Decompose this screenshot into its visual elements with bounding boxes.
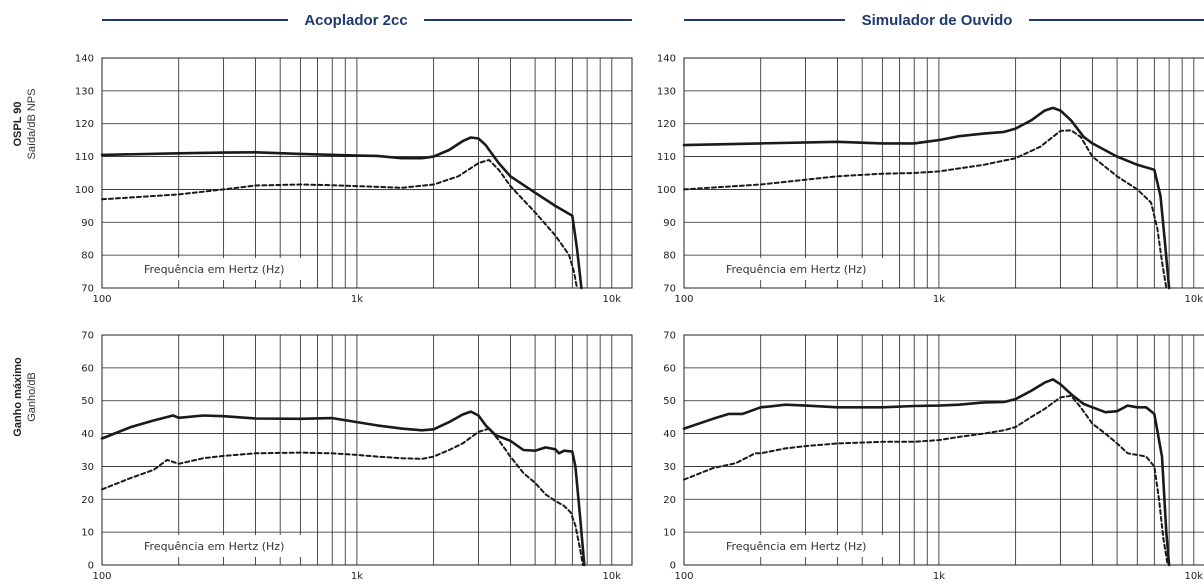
row-subtitle-gain: Ganho/dB — [26, 372, 38, 422]
x-axis-label: Frequência em Hertz (Hz) — [726, 540, 866, 553]
y-tick-label: 120 — [657, 119, 676, 130]
y-tick-label: 70 — [81, 284, 94, 295]
y-tick-label: 50 — [663, 396, 676, 407]
x-axis-label: Frequência em Hertz (Hz) — [144, 540, 284, 553]
y-tick-label: 100 — [657, 185, 676, 196]
x-tick-label: 100 — [92, 294, 111, 305]
x-tick-label: 1k — [933, 571, 945, 582]
y-tick-label: 80 — [663, 251, 676, 262]
y-tick-label: 90 — [663, 218, 676, 229]
series-line-dashed — [101, 158, 578, 289]
panel-gain-coupler: 0 10 20 30 40 50 60 70 100 1k 10k Frequência em Her… — [81, 331, 633, 582]
column-title-left: Acoplador 2cc — [304, 12, 407, 29]
y-tick-label: 0 — [88, 561, 94, 572]
y-tick-label: 120 — [75, 119, 94, 130]
x-tick-label: 10k — [1185, 571, 1204, 582]
x-tick-label: 100 — [92, 571, 111, 582]
x-tick-label: 100 — [674, 294, 693, 305]
x-tick-label: 10k — [603, 571, 622, 582]
xlabel-box — [136, 258, 312, 280]
y-tick-label: 20 — [81, 495, 94, 506]
xlabel-box — [136, 535, 312, 557]
y-tick-label: 60 — [81, 363, 94, 374]
y-tick-label: 70 — [81, 331, 94, 342]
panel-ospl-coupler: 70 80 90 100 110 120 130 140 100 1k 10k Frequência … — [75, 54, 633, 305]
row-subtitle-ospl: Saída/dB NPS — [26, 89, 38, 160]
x-tick-label: 100 — [674, 571, 693, 582]
column-header-left: Acoplador 2cc — [102, 12, 632, 29]
x-tick-label: 1k — [351, 294, 363, 305]
y-tick-label: 10 — [81, 528, 94, 539]
y-tick-label: 90 — [81, 218, 94, 229]
y-tick-label: 10 — [663, 528, 676, 539]
series-line-solid — [682, 106, 1171, 290]
y-tick-label: 110 — [75, 152, 94, 163]
xlabel-box — [718, 535, 894, 557]
row-label-gain: Ganho máximo Ganho/dB — [12, 357, 38, 437]
plot-frame — [683, 334, 1204, 566]
y-tick-label: 70 — [663, 331, 676, 342]
series-line-solid — [682, 378, 1171, 567]
y-tick-label: 60 — [663, 363, 676, 374]
y-tick-label: 0 — [670, 561, 676, 572]
xlabel-box — [718, 258, 894, 280]
y-tick-label: 40 — [663, 429, 676, 440]
y-tick-label: 30 — [663, 462, 676, 473]
x-tick-label: 10k — [603, 294, 622, 305]
row-title-gain: Ganho máximo — [12, 357, 24, 437]
panel-ospl-ear: 70 80 90 100 110 120 130 140 100 1k 10k Frequência … — [657, 54, 1204, 305]
x-axis-label: Frequência em Hertz (Hz) — [726, 263, 866, 276]
row-title-ospl: OSPL 90 — [12, 101, 24, 146]
y-tick-label: 130 — [75, 86, 94, 97]
y-tick-label: 30 — [81, 462, 94, 473]
plot-frame — [683, 57, 1204, 289]
y-tick-label: 70 — [663, 284, 676, 295]
y-tick-label: 130 — [657, 86, 676, 97]
y-tick-label: 80 — [81, 251, 94, 262]
column-title-right: Simulador de Ouvido — [862, 12, 1013, 29]
y-tick-label: 140 — [657, 54, 676, 65]
y-tick-label: 140 — [75, 54, 94, 65]
series-line-solid — [100, 410, 586, 567]
x-tick-label: 10k — [1185, 294, 1204, 305]
y-tick-label: 110 — [657, 152, 676, 163]
series-line-dashed — [101, 427, 584, 566]
y-tick-label: 100 — [75, 185, 94, 196]
plot-frame — [101, 334, 633, 566]
series-line-solid — [100, 136, 583, 290]
panel-gain-ear: 0 10 20 30 40 50 60 70 100 1k 10k Frequência em Her… — [663, 331, 1204, 582]
x-tick-label: 1k — [933, 294, 945, 305]
y-tick-label: 50 — [81, 396, 94, 407]
x-tick-label: 1k — [351, 571, 363, 582]
column-header-right: Simulador de Ouvido — [684, 12, 1204, 29]
y-tick-label: 40 — [81, 429, 94, 440]
row-label-ospl: OSPL 90 Saída/dB NPS — [12, 89, 38, 160]
x-axis-label: Frequência em Hertz (Hz) — [144, 263, 284, 276]
plot-frame — [101, 57, 633, 289]
series-line-dashed — [683, 394, 1169, 566]
y-tick-label: 20 — [663, 495, 676, 506]
series-line-dashed — [683, 129, 1168, 289]
